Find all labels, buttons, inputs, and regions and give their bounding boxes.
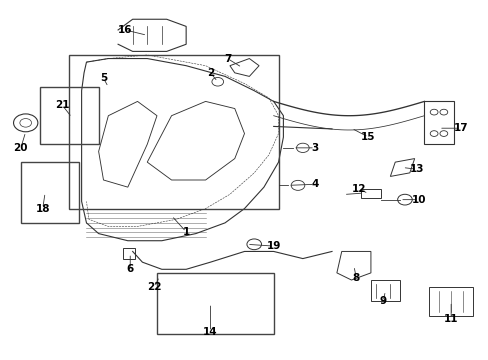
Bar — [21, 162, 79, 223]
Text: 13: 13 — [409, 164, 424, 174]
Text: 21: 21 — [55, 100, 69, 110]
Text: 12: 12 — [351, 184, 365, 194]
Bar — [361, 189, 380, 198]
Text: 14: 14 — [203, 327, 217, 337]
Text: 16: 16 — [118, 25, 132, 35]
Text: 3: 3 — [311, 143, 318, 153]
Text: 18: 18 — [36, 203, 50, 213]
Text: 1: 1 — [182, 227, 189, 237]
Text: 11: 11 — [443, 314, 457, 324]
Text: 8: 8 — [352, 273, 359, 283]
Text: 6: 6 — [126, 264, 134, 274]
Text: 20: 20 — [14, 143, 28, 153]
Text: 15: 15 — [361, 132, 375, 142]
Text: 4: 4 — [311, 179, 318, 189]
Text: 2: 2 — [206, 68, 214, 78]
Text: 10: 10 — [410, 195, 425, 204]
Text: 17: 17 — [453, 123, 467, 133]
Text: 22: 22 — [147, 282, 162, 292]
Bar — [122, 248, 135, 258]
Bar — [69, 55, 278, 208]
Bar — [157, 273, 273, 334]
Text: 5: 5 — [100, 73, 107, 83]
Text: 7: 7 — [224, 54, 231, 64]
Text: 19: 19 — [266, 241, 280, 251]
Text: 9: 9 — [379, 296, 386, 306]
Bar — [40, 87, 99, 144]
